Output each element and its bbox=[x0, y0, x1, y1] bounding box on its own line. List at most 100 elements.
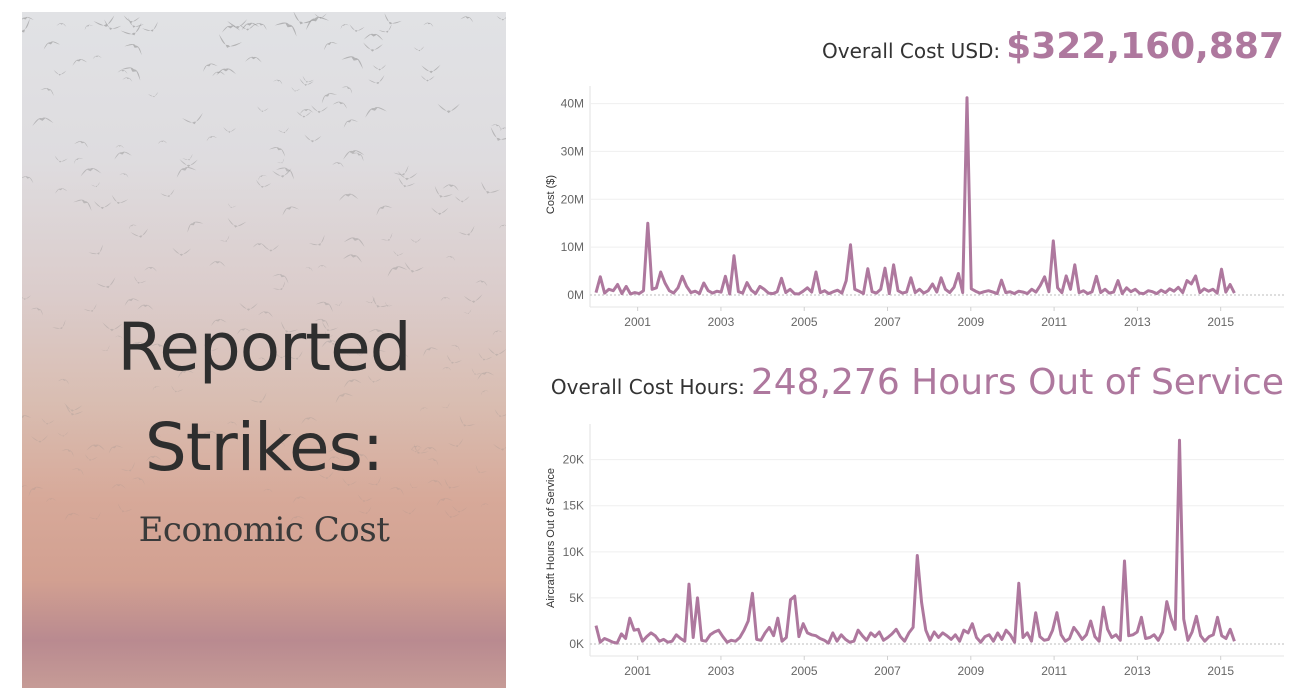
bird-silhouette bbox=[88, 512, 101, 520]
bird-silhouette bbox=[248, 521, 259, 528]
bird-silhouette bbox=[427, 479, 443, 487]
bird-silhouette bbox=[349, 24, 365, 32]
y-tick-label: 0K bbox=[569, 637, 584, 651]
bird-silhouette bbox=[239, 302, 258, 311]
bird-silhouette bbox=[55, 188, 68, 194]
bird-silhouette bbox=[40, 87, 54, 96]
bird-silhouette bbox=[117, 69, 128, 74]
bird-silhouette bbox=[343, 119, 359, 128]
bird-silhouette bbox=[115, 145, 124, 149]
y-tick-label: 5K bbox=[569, 591, 584, 605]
bird-silhouette bbox=[314, 318, 329, 328]
bird-silhouette bbox=[368, 75, 385, 85]
bird-silhouette bbox=[342, 478, 358, 486]
bird-silhouette bbox=[480, 390, 489, 396]
bird-silhouette bbox=[442, 367, 452, 371]
bird-silhouette bbox=[494, 408, 506, 418]
bird-silhouette bbox=[226, 421, 238, 426]
bird-silhouette bbox=[440, 297, 451, 301]
bird-silhouette bbox=[92, 55, 102, 60]
cost-line-chart: Cost ($) 0M 10M 20M 30M 40M 2001 2003 2005 2007 20… bbox=[545, 86, 1284, 329]
bird-silhouette bbox=[293, 12, 315, 25]
bird-silhouette bbox=[400, 354, 409, 358]
bird-silhouette bbox=[56, 23, 67, 27]
bird-silhouette bbox=[328, 456, 341, 462]
bird-silhouette bbox=[209, 261, 226, 267]
bird-silhouette bbox=[401, 507, 417, 515]
bird-silhouette bbox=[446, 354, 462, 364]
bird-silhouette bbox=[133, 276, 147, 284]
bird-silhouette bbox=[91, 181, 100, 187]
bird-silhouette bbox=[340, 24, 349, 30]
x-tick-label: 2003 bbox=[708, 664, 735, 678]
bird-silhouette bbox=[499, 224, 506, 229]
bird-silhouette bbox=[269, 147, 286, 157]
bird-silhouette bbox=[365, 106, 387, 118]
bird-silhouette bbox=[343, 237, 365, 247]
bird-silhouette bbox=[32, 117, 54, 126]
bird-silhouette bbox=[380, 232, 393, 241]
bird-silhouette bbox=[272, 281, 286, 290]
bird-silhouette bbox=[132, 477, 145, 486]
bird-silhouette bbox=[122, 77, 133, 82]
bird-silhouette bbox=[241, 22, 260, 31]
bird-silhouette bbox=[43, 41, 60, 50]
bird-silhouette bbox=[427, 458, 439, 466]
y-tick-label: 30M bbox=[561, 144, 584, 158]
bird-silhouette bbox=[274, 352, 289, 359]
bird-silhouette bbox=[292, 496, 307, 504]
bird-silhouette bbox=[157, 140, 168, 144]
x-tick-label: 2009 bbox=[957, 664, 984, 678]
series-line[interactable] bbox=[594, 438, 1236, 645]
bird-silhouette bbox=[111, 484, 126, 489]
bird-silhouette bbox=[301, 417, 318, 425]
bird-silhouette bbox=[179, 159, 198, 168]
bird-silhouette bbox=[64, 402, 83, 412]
bird-silhouette bbox=[203, 343, 219, 353]
x-tick-label: 2005 bbox=[791, 315, 818, 329]
bird-silhouette bbox=[182, 153, 193, 161]
bird-silhouette bbox=[393, 165, 409, 176]
bird-silhouette bbox=[321, 340, 340, 348]
bird-silhouette bbox=[499, 127, 506, 132]
bird-silhouette bbox=[73, 199, 92, 211]
bird-silhouette bbox=[458, 225, 475, 236]
bird-silhouette bbox=[145, 455, 162, 462]
hero-subtitle: Economic Cost bbox=[138, 510, 390, 550]
bird-silhouette bbox=[236, 328, 251, 335]
bird-silhouette bbox=[65, 405, 84, 416]
bird-silhouette bbox=[477, 371, 495, 381]
bird-silhouette bbox=[54, 155, 68, 163]
series-line[interactable] bbox=[594, 96, 1236, 296]
bird-silhouette bbox=[367, 375, 382, 383]
bird-silhouette bbox=[150, 343, 167, 353]
bird-silhouette bbox=[322, 321, 339, 332]
bird-silhouette bbox=[171, 385, 184, 393]
bird-silhouette bbox=[343, 379, 362, 388]
y-tick-label: 15K bbox=[563, 499, 584, 513]
bird-silhouette bbox=[393, 250, 404, 256]
bird-silhouette bbox=[120, 67, 141, 81]
bird-silhouette bbox=[445, 256, 456, 261]
bird-silhouette bbox=[172, 247, 191, 257]
bird-silhouette bbox=[463, 309, 472, 314]
bird-silhouette bbox=[454, 196, 470, 203]
bird-silhouette bbox=[277, 127, 289, 134]
x-tick-label: 2007 bbox=[874, 315, 901, 329]
bird-silhouette bbox=[332, 162, 344, 168]
bird-silhouette bbox=[434, 185, 453, 198]
bird-silhouette bbox=[274, 22, 297, 37]
bird-silhouette bbox=[182, 113, 203, 125]
bird-silhouette bbox=[108, 445, 124, 454]
bird-silhouette bbox=[277, 158, 285, 164]
y-tick-label: 20K bbox=[563, 453, 584, 467]
flock-of-birds-icon bbox=[22, 12, 506, 531]
bird-silhouette bbox=[72, 59, 88, 66]
bird-silhouette bbox=[276, 167, 294, 180]
bird-silhouette bbox=[475, 280, 488, 287]
kpi-hours-value: 248,276 Hours Out of Service bbox=[750, 362, 1284, 403]
bird-silhouette bbox=[299, 108, 314, 115]
bird-silhouette bbox=[410, 447, 421, 453]
bird-silhouette bbox=[410, 445, 422, 451]
bird-silhouette bbox=[352, 453, 369, 461]
